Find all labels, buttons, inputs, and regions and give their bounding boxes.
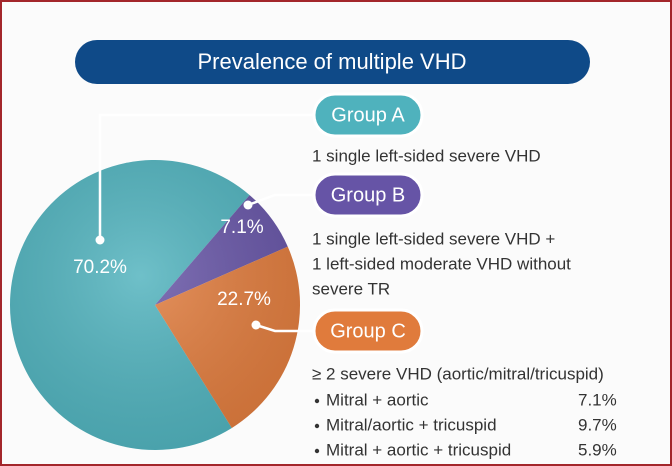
bullet: [314, 448, 320, 454]
group-pill: [312, 172, 424, 218]
title-pill: [75, 40, 590, 84]
value-label: 22.7%: [217, 289, 271, 310]
connector: [98, 113, 318, 240]
group-pill: [312, 92, 424, 138]
bullet: [314, 398, 320, 404]
bullet: [314, 423, 320, 429]
pie: [10, 160, 300, 450]
chart-title: Prevalence of multiple VHD: [197, 49, 466, 74]
description: 1 single left-sided severe VHD: [312, 146, 541, 165]
pie-shade: [10, 160, 300, 450]
breakdown-label: Mitral/aortic + tricuspid: [326, 415, 497, 434]
connector: [247, 193, 318, 207]
breakdown-value: 5.9%: [578, 440, 617, 459]
description: ≥ 2 severe VHD (aortic/mitral/tricuspid): [312, 364, 604, 383]
legend-label: Group A: [331, 104, 405, 126]
connector-dot: [243, 200, 253, 210]
connector: [255, 323, 318, 333]
breakdown-value: 7.1%: [578, 390, 617, 409]
annotations: 70.2% Group A 7.1% Group B 22.7% Group C 1 sin…: [73, 92, 617, 459]
group-pill: [312, 308, 424, 354]
description: 1 left-sided moderate VHD without: [312, 254, 571, 273]
legend-label: Group B: [331, 184, 405, 206]
description: severe TR: [312, 279, 390, 298]
value-label: 7.1%: [220, 217, 263, 238]
connector-dot: [251, 320, 261, 330]
connector-dot: [95, 235, 105, 245]
breakdown-value: 9.7%: [578, 415, 617, 434]
breakdown-label: Mitral + aortic + tricuspid: [326, 440, 511, 459]
breakdown-label: Mitral + aortic: [326, 390, 429, 409]
description: 1 single left-sided severe VHD +: [312, 229, 555, 248]
legend-label: Group C: [330, 320, 406, 342]
value-label: 70.2%: [73, 257, 127, 278]
